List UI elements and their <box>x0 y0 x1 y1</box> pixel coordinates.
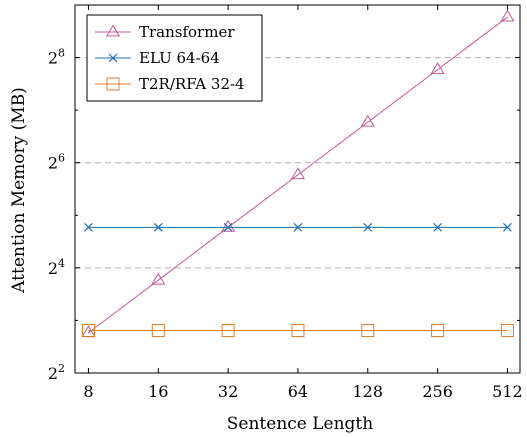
x-tick-label: 256 <box>422 382 453 401</box>
marker-square <box>361 324 375 338</box>
x-tick-label: 16 <box>148 382 168 401</box>
marker-x-stroke <box>108 53 118 63</box>
y-tick-label: 24 <box>48 257 65 278</box>
marker-x-stroke <box>293 222 303 232</box>
legend-entry: T2R/RFA 32-4 <box>95 75 245 93</box>
marker-x <box>503 222 512 232</box>
marker-square <box>431 324 445 338</box>
legend: Transformer ELU 64-64 T2R/RFA 32-4 <box>86 14 263 102</box>
marker-x-stroke <box>223 222 233 232</box>
marker-square <box>151 324 165 338</box>
marker-triangle <box>151 272 166 285</box>
marker-triangle <box>105 24 121 37</box>
x-tick-label: 8 <box>83 382 93 401</box>
x-tick-label: 32 <box>218 382 238 401</box>
marker-x <box>223 222 233 232</box>
series-layer <box>81 9 515 338</box>
series-0 <box>81 9 515 338</box>
marker-x <box>293 222 303 232</box>
legend-entry: ELU 64-64 <box>95 49 220 67</box>
marker-triangle <box>221 219 236 232</box>
y-axis-label: Attention Memory (MB) <box>9 87 29 294</box>
marker-x <box>84 222 93 232</box>
y-tick-label: 28 <box>48 47 65 68</box>
marker-square <box>221 324 235 338</box>
marker-triangle <box>360 114 375 127</box>
x-tick-label: 512 <box>492 382 523 401</box>
marker-x-stroke <box>503 222 512 232</box>
marker-x-stroke <box>433 222 443 232</box>
legend-label: Transformer <box>139 23 235 41</box>
marker-x <box>108 53 118 63</box>
marker-triangle <box>81 325 96 338</box>
marker-triangle <box>430 62 445 75</box>
marker-x <box>433 222 443 232</box>
legend-label: T2R/RFA 32-4 <box>139 75 245 93</box>
marker-x <box>363 222 373 232</box>
x-tick-label: 128 <box>353 382 384 401</box>
marker-x-stroke <box>363 222 373 232</box>
marker-x <box>153 222 163 232</box>
axes: 8 16 32 64 128 256 512 22 24 26 28 <box>48 4 523 401</box>
marker-x-stroke <box>153 222 163 232</box>
x-axis-label: Sentence Length <box>227 414 373 434</box>
series-1 <box>84 222 512 232</box>
marker-triangle <box>500 9 515 22</box>
y-tick-label: 26 <box>48 152 65 173</box>
marker-square <box>81 324 95 338</box>
marker-triangle <box>290 167 305 180</box>
marker-square <box>500 324 514 338</box>
series-2 <box>81 324 514 338</box>
y-tick-label: 22 <box>48 362 65 383</box>
marker-square <box>106 77 120 91</box>
marker-square <box>291 324 305 338</box>
series-line <box>88 16 508 334</box>
legend-entry: Transformer <box>95 23 235 41</box>
x-tick-label: 64 <box>288 382 308 401</box>
marker-x-stroke <box>84 222 93 232</box>
legend-label: ELU 64-64 <box>139 49 220 67</box>
